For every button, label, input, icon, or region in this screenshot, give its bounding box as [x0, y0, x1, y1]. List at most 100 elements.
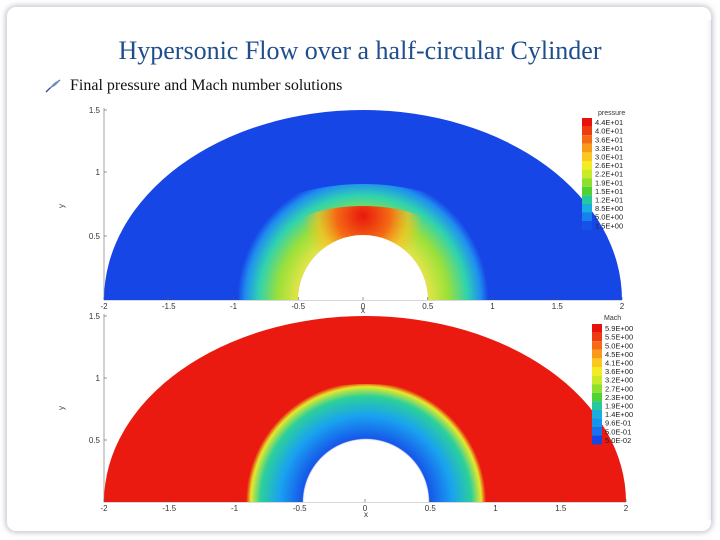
cylinder-body [304, 440, 428, 502]
legend-swatch [582, 118, 592, 127]
legend-swatch [582, 178, 592, 187]
feather-icon [45, 79, 61, 93]
legend-label: 5.0E+00 [605, 341, 633, 350]
legend-label: 8.5E+00 [595, 204, 623, 213]
legend-swatch [592, 375, 602, 385]
y-tick-label: 1.5 [89, 312, 101, 321]
y-tick-label: 1 [96, 168, 101, 177]
legend-label: 3.6E+00 [605, 367, 633, 376]
legend-swatch [582, 152, 592, 161]
x-tick-label: 2 [620, 302, 625, 311]
legend-label: 1.2E+01 [595, 196, 623, 205]
cylinder-body [298, 235, 428, 300]
pressure-x-ticks: -2 -1.5 -1 -0.5 0 0.5 1 1.5 2 [100, 297, 625, 311]
x-tick-label: -0.5 [293, 504, 307, 513]
legend-swatch [592, 332, 602, 342]
x-tick-label: -1.5 [162, 504, 176, 513]
y-axis-label: y [57, 406, 66, 410]
x-tick-label: -2 [100, 504, 108, 513]
y-tick-label: 0.5 [89, 436, 101, 445]
x-tick-label: -1 [230, 302, 238, 311]
legend-swatch [582, 212, 592, 222]
x-tick-label: 0 [363, 504, 368, 513]
legend-label: 3.0E+01 [595, 153, 623, 162]
legend-label: 4.0E+01 [595, 127, 623, 136]
slide-shadow [706, 20, 712, 520]
legend-swatch [582, 126, 592, 136]
bullet-text: Final pressure and Mach number solutions [70, 77, 343, 94]
x-axis-label: x [361, 306, 365, 314]
legend-swatch [592, 358, 602, 367]
legend-swatch [592, 392, 602, 402]
legend-swatch [592, 341, 602, 350]
legend-label: 2.7E+00 [605, 384, 633, 393]
mach-legend: 5.9E+005.5E+005.0E+004.5E+004.1E+003.6E+… [592, 324, 633, 445]
legend-title: Mach [604, 315, 621, 322]
legend-swatch [582, 204, 592, 213]
legend-label: 5.0E-02 [605, 436, 631, 445]
legend-label: 1.5E+01 [595, 187, 623, 196]
legend-label: 4.1E+00 [605, 359, 633, 368]
legend-swatch [592, 349, 602, 359]
legend-label: 4.5E+00 [605, 350, 633, 359]
legend-swatch [582, 169, 592, 179]
legend-label: 2.6E+01 [595, 161, 623, 170]
legend-swatch [592, 401, 602, 410]
x-tick-label: 0.5 [425, 504, 437, 513]
pressure-y-ticks: 1.5 1 0.5 [89, 106, 107, 241]
legend-label: 1.9E+00 [605, 402, 633, 411]
y-axis-label: y [57, 204, 66, 208]
legend-swatch [592, 427, 602, 436]
x-tick-label: -2 [100, 302, 108, 311]
legend-swatch [582, 135, 592, 144]
legend-swatch [582, 221, 592, 230]
y-tick-label: 0.5 [89, 232, 101, 241]
bullet-item: Final pressure and Mach number solutions [44, 74, 342, 98]
legend-label: 1.4E+00 [605, 410, 633, 419]
legend-title: pressure [598, 110, 625, 117]
x-tick-label: 2 [624, 504, 629, 513]
mach-shock-layer [196, 384, 536, 502]
y-tick-label: 1.5 [89, 106, 101, 115]
legend-label: 1.5E+00 [595, 221, 623, 230]
x-tick-label: 1.5 [555, 504, 567, 513]
legend-label: 9.6E-01 [605, 419, 631, 428]
pressure-contour: pressure 4.4E+014.0E+013.6E+013.3E+013.0… [57, 106, 625, 314]
x-tick-label: 1 [493, 504, 498, 513]
mach-contour: Mach 5.9E+005.5E+005.0E+004.5E+004.1E+00… [57, 312, 633, 519]
legend-swatch [592, 384, 602, 393]
pressure-legend: 4.4E+014.0E+013.6E+013.3E+013.0E+012.6E+… [582, 118, 623, 230]
legend-swatch [582, 161, 592, 170]
x-tick-label: -1.5 [162, 302, 176, 311]
slide-title: Hypersonic Flow over a half-circular Cyl… [118, 36, 602, 65]
legend-label: 3.3E+01 [595, 144, 623, 153]
legend-swatch [592, 367, 602, 376]
legend-label: 5.0E+00 [595, 213, 623, 222]
legend-swatch [592, 324, 602, 333]
x-tick-label: 1.5 [552, 302, 564, 311]
legend-swatch [592, 435, 602, 445]
x-axis-label: x [364, 510, 368, 519]
y-tick-label: 1 [96, 374, 101, 383]
x-tick-label: -1 [231, 504, 239, 513]
legend-label: 2.2E+01 [595, 170, 623, 179]
legend-label: 3.6E+01 [595, 135, 623, 144]
pressure-stagnation [291, 206, 435, 258]
pressure-shock-layer [196, 184, 530, 300]
legend-label: 1.9E+01 [595, 178, 623, 187]
legend-label: 4.4E+01 [595, 118, 623, 127]
legend-label: 3.2E+00 [605, 376, 633, 385]
legend-label: 2.3E+00 [605, 393, 633, 402]
legend-swatch [592, 410, 602, 419]
mach-y-ticks: 1.5 1 0.5 [89, 312, 107, 445]
legend-swatch [582, 143, 592, 153]
x-tick-label: 0 [361, 302, 366, 311]
mach-x-ticks: -2 -1.5 -1 -0.5 0 0.5 1 1.5 2 [100, 499, 629, 513]
legend-swatch [582, 195, 592, 204]
x-tick-label: 0.5 [422, 302, 434, 311]
legend-swatch [592, 418, 602, 428]
x-tick-label: 1 [490, 302, 495, 311]
legend-label: 5.5E+00 [605, 333, 633, 342]
mach-plot: Mach 5.9E+00 5.5E+00 5.0E+00 4.5E+00 4.1E+00… [56, 310, 646, 522]
legend-swatch [582, 186, 592, 196]
